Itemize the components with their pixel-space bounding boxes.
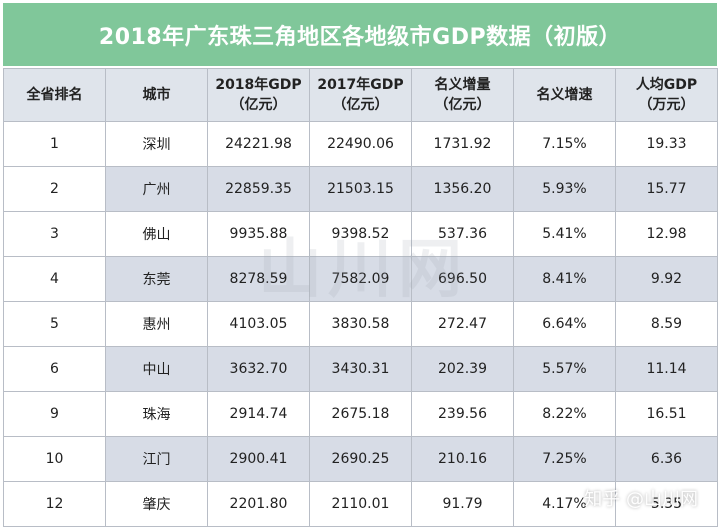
gdp-table: 全省排名 城市 2018年GDP （亿元） 2017年GDP （亿元） 名义增量 （亿… <box>3 68 718 527</box>
gdp-2017-cell: 9398.52 <box>309 211 412 257</box>
rank-cell: 1 <box>3 121 106 167</box>
rank-cell: 5 <box>3 301 106 347</box>
gdp-2018-cell: 9935.88 <box>207 211 310 257</box>
gdp-2018-cell: 2900.41 <box>207 436 310 482</box>
increase-cell: 696.50 <box>411 256 514 302</box>
header-gdp-2018: 2018年GDP （亿元） <box>207 68 310 122</box>
table-row: 10 江门 2900.41 2690.25 210.16 7.25% 6.36 <box>3 436 718 482</box>
gdp-2017-cell: 2690.25 <box>309 436 412 482</box>
gdp-2018-cell: 2914.74 <box>207 391 310 437</box>
gdp-2018-cell: 2201.80 <box>207 481 310 527</box>
rank-cell: 10 <box>3 436 106 482</box>
gdp-2018-cell: 22859.35 <box>207 166 310 212</box>
growth-cell: 8.41% <box>513 256 616 302</box>
increase-cell: 1731.92 <box>411 121 514 167</box>
city-cell: 东莞 <box>105 256 208 302</box>
gdp-2018-cell: 24221.98 <box>207 121 310 167</box>
gdp-2017-cell: 7582.09 <box>309 256 412 302</box>
city-cell: 中山 <box>105 346 208 392</box>
gdp-2017-cell: 2110.01 <box>309 481 412 527</box>
header-gdp-2017: 2017年GDP （亿元） <box>309 68 412 122</box>
increase-cell: 239.56 <box>411 391 514 437</box>
growth-cell: 5.41% <box>513 211 616 257</box>
per-capita-cell: 12.98 <box>615 211 718 257</box>
city-cell: 珠海 <box>105 391 208 437</box>
table-row: 4 东莞 8278.59 7582.09 696.50 8.41% 9.92 <box>3 256 718 302</box>
growth-cell: 5.57% <box>513 346 616 392</box>
rank-cell: 6 <box>3 346 106 392</box>
gdp-2018-cell: 8278.59 <box>207 256 310 302</box>
gdp-2017-cell: 3430.31 <box>309 346 412 392</box>
city-cell: 广州 <box>105 166 208 212</box>
rank-cell: 4 <box>3 256 106 302</box>
per-capita-cell: 9.92 <box>615 256 718 302</box>
per-capita-cell: 16.51 <box>615 391 718 437</box>
table-row: 2 广州 22859.35 21503.15 1356.20 5.93% 15.77 <box>3 166 718 212</box>
header-nominal-increase: 名义增量 （亿元） <box>411 68 514 122</box>
header-city: 城市 <box>105 68 208 122</box>
table-row: 6 中山 3632.70 3430.31 202.39 5.57% 11.14 <box>3 346 718 392</box>
increase-cell: 1356.20 <box>411 166 514 212</box>
growth-cell: 6.64% <box>513 301 616 347</box>
per-capita-cell: 8.59 <box>615 301 718 347</box>
header-per-capita-gdp: 人均GDP （万元） <box>615 68 718 122</box>
gdp-2017-cell: 21503.15 <box>309 166 412 212</box>
table-row: 12 肇庆 2201.80 2110.01 91.79 4.17% 5.35 <box>3 481 718 527</box>
rank-cell: 3 <box>3 211 106 257</box>
increase-cell: 272.47 <box>411 301 514 347</box>
gdp-2017-cell: 22490.06 <box>309 121 412 167</box>
per-capita-cell: 15.77 <box>615 166 718 212</box>
city-cell: 江门 <box>105 436 208 482</box>
city-cell: 佛山 <box>105 211 208 257</box>
table-row: 1 深圳 24221.98 22490.06 1731.92 7.15% 19.33 <box>3 121 718 167</box>
growth-cell: 5.93% <box>513 166 616 212</box>
source-credit: 知乎 @山川网 <box>584 489 698 510</box>
gdp-2017-cell: 2675.18 <box>309 391 412 437</box>
growth-cell: 7.15% <box>513 121 616 167</box>
header-rank: 全省排名 <box>3 68 106 122</box>
growth-cell: 7.25% <box>513 436 616 482</box>
table-row: 9 珠海 2914.74 2675.18 239.56 8.22% 16.51 <box>3 391 718 437</box>
increase-cell: 210.16 <box>411 436 514 482</box>
growth-cell: 8.22% <box>513 391 616 437</box>
rank-cell: 2 <box>3 166 106 212</box>
header-nominal-growth: 名义增速 <box>513 68 616 122</box>
increase-cell: 202.39 <box>411 346 514 392</box>
rank-cell: 12 <box>3 481 106 527</box>
table-title: 2018年广东珠三角地区各地级市GDP数据（初版） <box>3 3 717 66</box>
city-cell: 肇庆 <box>105 481 208 527</box>
city-cell: 深圳 <box>105 121 208 167</box>
per-capita-cell: 19.33 <box>615 121 718 167</box>
per-capita-cell: 5.35 <box>615 481 718 527</box>
table-row: 3 佛山 9935.88 9398.52 537.36 5.41% 12.98 <box>3 211 718 257</box>
per-capita-cell: 11.14 <box>615 346 718 392</box>
increase-cell: 91.79 <box>411 481 514 527</box>
header-row: 全省排名 城市 2018年GDP （亿元） 2017年GDP （亿元） 名义增量 （亿… <box>3 68 718 122</box>
increase-cell: 537.36 <box>411 211 514 257</box>
gdp-2018-cell: 4103.05 <box>207 301 310 347</box>
table-row: 5 惠州 4103.05 3830.58 272.47 6.64% 8.59 <box>3 301 718 347</box>
city-cell: 惠州 <box>105 301 208 347</box>
gdp-2017-cell: 3830.58 <box>309 301 412 347</box>
rank-cell: 9 <box>3 391 106 437</box>
gdp-2018-cell: 3632.70 <box>207 346 310 392</box>
per-capita-cell: 6.36 <box>615 436 718 482</box>
